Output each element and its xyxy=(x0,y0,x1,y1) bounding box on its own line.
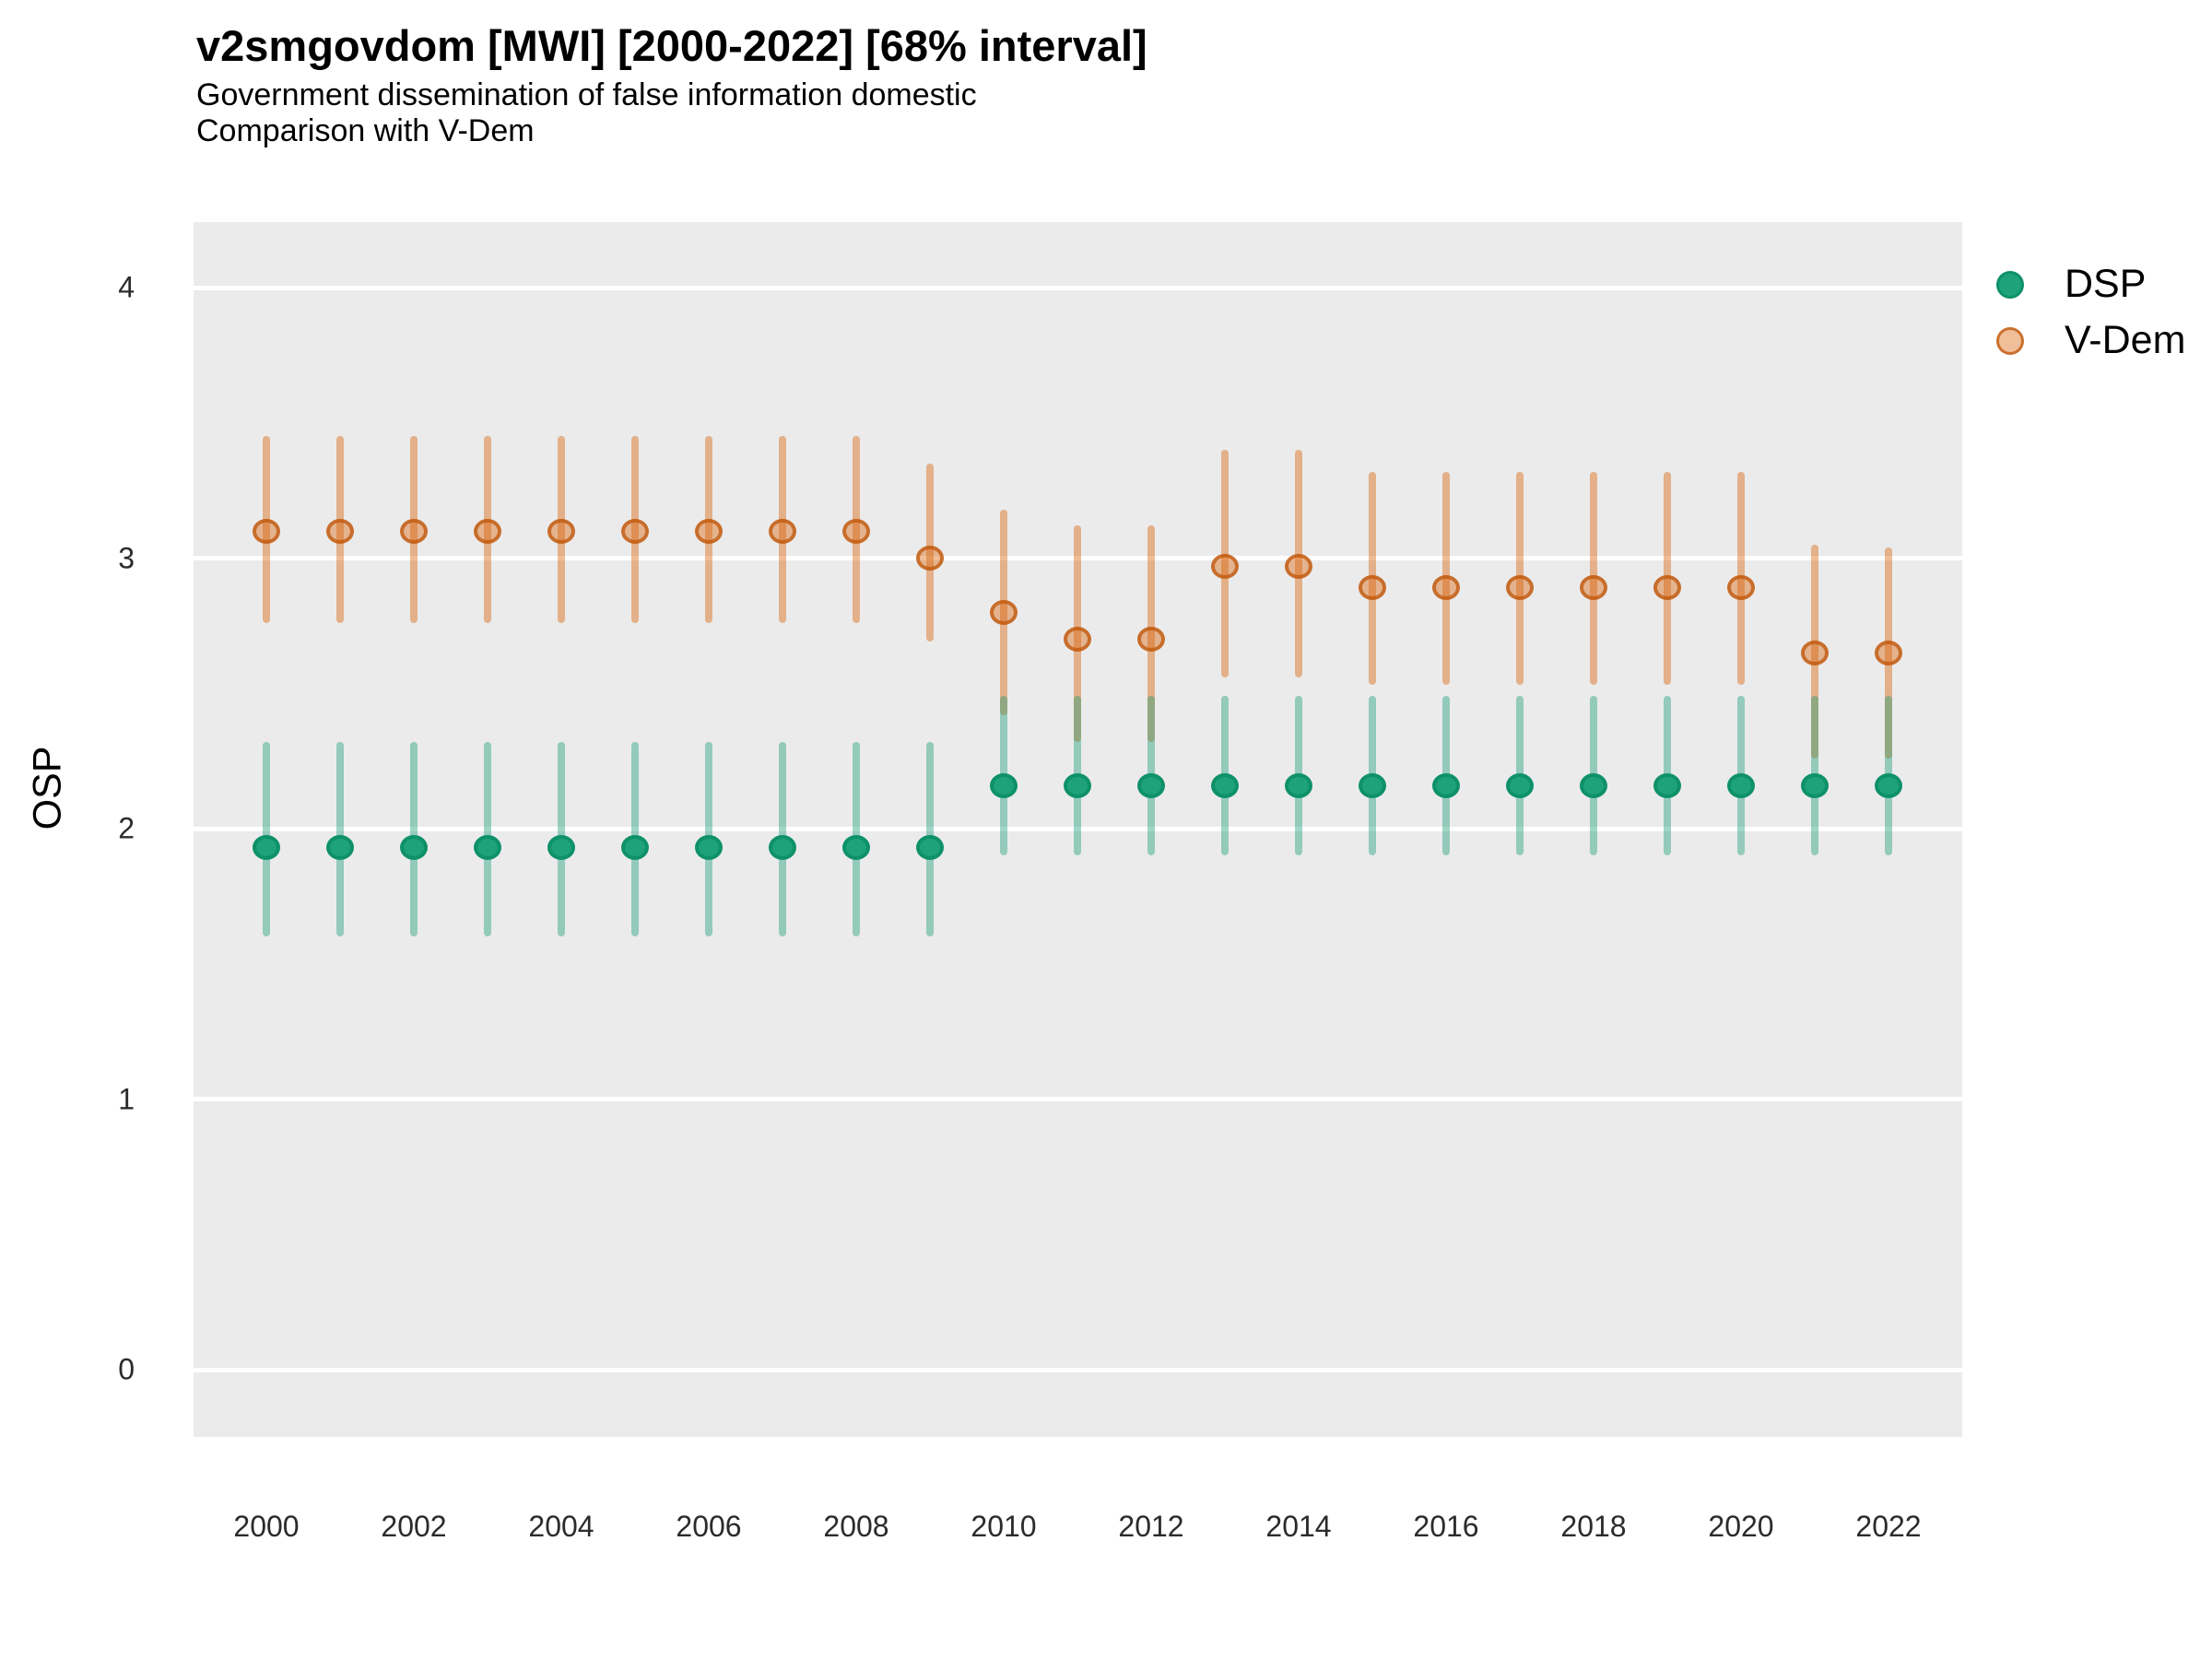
legend-label-v-dem: V-Dem xyxy=(2065,318,2186,362)
gridline-y-1 xyxy=(194,1097,1962,1101)
point-v-dem-2004 xyxy=(547,518,575,544)
point-dsp-2017 xyxy=(1506,772,1534,798)
point-v-dem-2003 xyxy=(474,518,501,544)
x-tick-label-2012: 2012 xyxy=(1118,1510,1184,1543)
point-v-dem-2014 xyxy=(1285,553,1312,579)
point-v-dem-2021 xyxy=(1801,640,1829,665)
legend-dot-dsp-icon xyxy=(1996,270,2024,299)
point-v-dem-2002 xyxy=(400,518,428,544)
point-dsp-2006 xyxy=(695,835,723,861)
point-v-dem-2000 xyxy=(253,518,280,544)
point-dsp-2004 xyxy=(547,835,575,861)
chart-subtitle-line2: Comparison with V-Dem xyxy=(196,113,535,148)
point-v-dem-2016 xyxy=(1432,575,1460,601)
point-dsp-2020 xyxy=(1727,772,1755,798)
point-dsp-2003 xyxy=(474,835,501,861)
x-tick-label-2018: 2018 xyxy=(1560,1510,1627,1543)
gridline-y-2 xyxy=(194,826,1962,831)
point-dsp-2021 xyxy=(1801,772,1829,798)
point-dsp-2022 xyxy=(1875,772,1902,798)
y-tick-label-4: 4 xyxy=(118,270,135,304)
x-tick-label-2016: 2016 xyxy=(1413,1510,1479,1543)
point-dsp-2011 xyxy=(1064,772,1091,798)
point-dsp-2009 xyxy=(916,835,944,861)
x-tick-label-2020: 2020 xyxy=(1708,1510,1774,1543)
point-v-dem-2018 xyxy=(1580,575,1607,601)
point-dsp-2002 xyxy=(400,835,428,861)
point-v-dem-2006 xyxy=(695,518,723,544)
point-v-dem-2015 xyxy=(1359,575,1386,601)
x-tick-label-2022: 2022 xyxy=(1855,1510,1922,1543)
point-dsp-2010 xyxy=(990,772,1018,798)
gridline-y-3 xyxy=(194,556,1962,560)
y-tick-label-1: 1 xyxy=(118,1082,135,1115)
point-v-dem-2019 xyxy=(1653,575,1681,601)
point-dsp-2016 xyxy=(1432,772,1460,798)
point-v-dem-2020 xyxy=(1727,575,1755,601)
point-dsp-2008 xyxy=(842,835,870,861)
point-v-dem-2017 xyxy=(1506,575,1534,601)
x-tick-label-2004: 2004 xyxy=(528,1510,594,1543)
legend-item-dsp: DSP xyxy=(1996,262,2146,307)
x-tick-label-2002: 2002 xyxy=(381,1510,447,1543)
point-dsp-2007 xyxy=(769,835,796,861)
point-dsp-2014 xyxy=(1285,772,1312,798)
gridline-y-4 xyxy=(194,285,1962,290)
point-v-dem-2005 xyxy=(621,518,649,544)
point-v-dem-2009 xyxy=(916,546,944,571)
point-v-dem-2013 xyxy=(1211,553,1239,579)
y-tick-label-0: 0 xyxy=(118,1352,135,1386)
legend-dot-v-dem-icon xyxy=(1996,326,2024,355)
plot-panel xyxy=(194,222,1962,1437)
legend-label-dsp: DSP xyxy=(2065,262,2147,306)
chart-title: v2smgovdom [MWI] [2000-2022] [68% interv… xyxy=(196,21,1147,70)
x-tick-label-2010: 2010 xyxy=(971,1510,1037,1543)
gridline-y-0 xyxy=(194,1367,1962,1372)
y-tick-label-3: 3 xyxy=(118,541,135,574)
point-v-dem-2022 xyxy=(1875,640,1902,665)
point-dsp-2015 xyxy=(1359,772,1386,798)
y-tick-label-2: 2 xyxy=(118,811,135,845)
x-tick-label-2008: 2008 xyxy=(823,1510,889,1543)
point-v-dem-2007 xyxy=(769,518,796,544)
point-dsp-2000 xyxy=(253,835,280,861)
chart-subtitle-line1: Government dissemination of false inform… xyxy=(196,77,977,112)
point-dsp-2013 xyxy=(1211,772,1239,798)
x-tick-label-2006: 2006 xyxy=(676,1510,742,1543)
point-v-dem-2001 xyxy=(326,518,354,544)
point-dsp-2012 xyxy=(1137,772,1165,798)
point-v-dem-2012 xyxy=(1137,627,1165,653)
point-v-dem-2010 xyxy=(990,599,1018,625)
point-dsp-2019 xyxy=(1653,772,1681,798)
legend-item-v-dem: V-Dem xyxy=(1996,318,2185,363)
point-v-dem-2008 xyxy=(842,518,870,544)
point-dsp-2018 xyxy=(1580,772,1607,798)
x-tick-label-2014: 2014 xyxy=(1265,1510,1332,1543)
point-dsp-2005 xyxy=(621,835,649,861)
point-v-dem-2011 xyxy=(1064,627,1091,653)
x-tick-label-2000: 2000 xyxy=(233,1510,300,1543)
point-dsp-2001 xyxy=(326,835,354,861)
